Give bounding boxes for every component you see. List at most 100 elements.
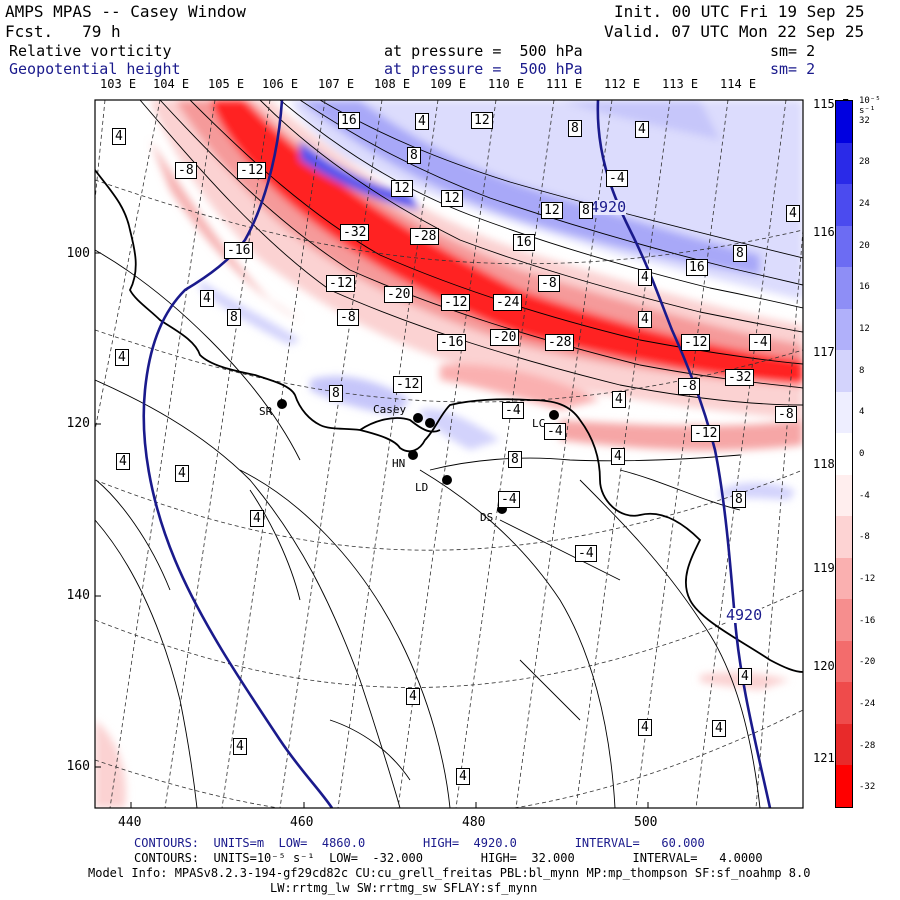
contour-label: 8 [407,147,421,164]
field2-level: at pressure = 500 hPa [384,60,583,78]
footer-height-contours: CONTOURS: UNITS=m LOW= 4860.0 HIGH= 4920… [134,836,705,850]
y-axis-label: 120 [66,416,90,431]
contour-label: 12 [471,112,493,129]
forecast-hour: Fcst. 79 h [5,22,121,41]
colorbar-swatch [836,433,852,475]
contour-label: 8 [227,309,241,326]
contour-label: -4 [575,545,597,562]
contour-label: 4 [250,510,264,527]
height-label: 4920 [590,198,627,216]
colorbar-label: -8 [859,532,870,543]
contour-label: 4 [786,205,800,222]
contour-label: -12 [681,334,711,351]
colorbar-label: 32 [859,115,870,126]
contour-label: 4 [738,668,752,685]
contour-label: -4 [498,491,520,508]
valid-time: Valid. 07 UTC Mon 22 Sep 25 [604,22,865,41]
lon-label: 113 E [662,77,699,91]
contour-label: -8 [775,406,797,423]
colorbar-label: -12 [859,573,876,584]
footer-vorticity-contours: CONTOURS: UNITS=10⁻⁵ s⁻¹ LOW= -32.000 HI… [134,851,763,865]
colorbar-label: 24 [859,199,870,210]
contour-label: 12 [541,202,563,219]
contour-label: -4 [544,423,566,440]
colorbar-label: 28 [859,157,870,168]
contour-label: 8 [508,451,522,468]
colorbar-swatch [836,765,852,807]
colorbar-label: -20 [859,657,876,668]
lon-label: 104 E [153,77,190,91]
colorbar-swatch [836,723,852,766]
colorbar-swatch [836,557,852,600]
contour-label: -16 [224,242,254,259]
lon-label: 108 E [374,77,411,91]
lon-label: 106 E [262,77,299,91]
colorbar-swatch [836,682,852,724]
x-axis-label: 440 [118,815,142,830]
contour-label: 4 [635,121,649,138]
contour-label: -12 [326,275,356,292]
contour-label: -20 [490,329,520,346]
colorbar-swatch [836,350,852,392]
colorbar-label: 4 [859,407,865,418]
contour-label: -28 [545,334,575,351]
field2-name: Geopotential height [9,60,181,78]
contour-label: 4 [115,349,129,366]
contour-label: 4 [112,128,126,145]
lon-label: 114 E [720,77,757,91]
lon-label: 111 E [546,77,583,91]
colorbar-swatch [836,142,852,185]
colorbar-label: -16 [859,615,876,626]
colorbar-swatch [836,474,852,517]
footer-model-info-2: LW:rrtmg_lw SW:rrtmg_sw SFLAY:sf_mynn [270,881,538,895]
lon-label: 110 E [488,77,525,91]
colorbar [835,100,853,808]
lon-label: 103 E [100,77,137,91]
contour-label: -16 [437,334,467,351]
station-label: LC [532,417,546,430]
contour-label: 16 [338,112,360,129]
colorbar-label: -32 [859,782,876,793]
contour-label: 4 [415,113,429,130]
field2-smooth: sm= 2 [770,60,816,78]
x-axis-label: 460 [290,815,314,830]
lon-label: 109 E [430,77,467,91]
contour-label: 4 [612,391,626,408]
colorbar-label: -24 [859,698,876,709]
field1-name: Relative vorticity [9,42,172,60]
contour-label: -28 [410,228,440,245]
colorbar-swatch [836,267,852,309]
colorbar-swatch [836,308,852,351]
contour-label: 8 [329,385,343,402]
contour-label: -12 [441,294,471,311]
colorbar-label: 20 [859,240,870,251]
contour-label: -8 [175,162,197,179]
colorbar-label: 8 [859,365,865,376]
station-label: DS [480,511,494,524]
colorbar-label: 12 [859,324,870,335]
colorbar-swatch [836,640,852,683]
contour-label: 4 [638,269,652,286]
height-label: 4920 [726,606,763,624]
contour-label: 4 [233,738,247,755]
station-label: SR [259,405,273,418]
colorbar-label: -28 [859,740,876,751]
contour-label: -8 [538,275,560,292]
lon-label: 107 E [318,77,355,91]
contour-label: 8 [733,245,747,262]
station-label: Casey [373,403,407,416]
station-label: HN [392,457,406,470]
contour-label: 8 [579,202,593,219]
x-axis-label: 500 [634,815,658,830]
init-time: Init. 00 UTC Fri 19 Sep 25 [614,2,865,21]
contour-label: 4 [116,453,130,470]
field1-level: at pressure = 500 hPa [384,42,583,60]
colorbar-label: 16 [859,282,870,293]
y-axis-label: 140 [66,588,90,603]
contour-label: 4 [638,719,652,736]
lon-label: 105 E [208,77,245,91]
footer-model-info: Model Info: MPASv8.2.3-194-gf29cd82c CU:… [88,866,811,880]
contour-label: -12 [237,162,267,179]
contour-label: 4 [712,720,726,737]
